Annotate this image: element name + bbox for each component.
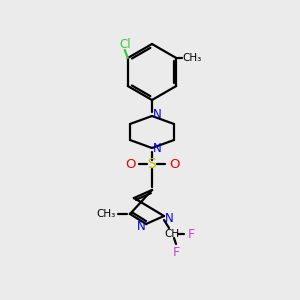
Text: O: O bbox=[125, 158, 135, 170]
Text: N: N bbox=[153, 142, 161, 155]
Text: O: O bbox=[169, 158, 179, 170]
Text: Cl: Cl bbox=[119, 38, 130, 50]
Text: N: N bbox=[136, 220, 146, 232]
Text: S: S bbox=[148, 157, 156, 171]
Text: CH₃: CH₃ bbox=[96, 209, 116, 219]
Text: N: N bbox=[153, 109, 161, 122]
Text: N: N bbox=[165, 212, 173, 224]
Text: F: F bbox=[172, 245, 180, 259]
Text: CH: CH bbox=[164, 229, 180, 239]
Text: CH₃: CH₃ bbox=[183, 53, 202, 63]
Text: F: F bbox=[188, 227, 195, 241]
